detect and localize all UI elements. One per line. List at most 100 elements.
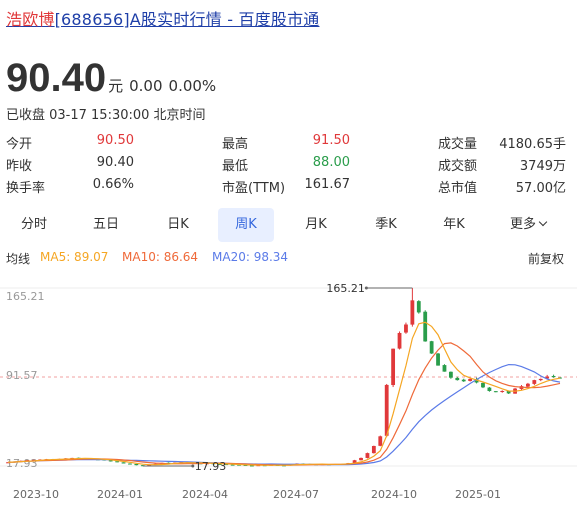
quote-price-row: 90.40 元 0.00 0.00% [6, 56, 217, 100]
candle-body [352, 460, 357, 464]
stat-value: 90.50 [96, 133, 134, 148]
period-tabs: 分时 五日 日K 周K 月K 季K 年K 更多 [0, 208, 577, 244]
tab-5[interactable]: 季K [358, 208, 414, 242]
candle-body [487, 387, 492, 391]
stat-label: 市盈(TTM) [222, 181, 286, 196]
stat-label: 成交量 [438, 137, 478, 152]
candle-body [481, 382, 485, 388]
kline-chart[interactable]: 165.21 91.57 17.93 165.21 17.93 2023-10 2024-0… [0, 270, 577, 508]
candle-body [532, 380, 537, 384]
stat-value: 4180.65手 [499, 137, 566, 152]
candle-body [250, 465, 254, 467]
candle-body [282, 465, 286, 467]
candle-body [230, 464, 235, 466]
candle-body [455, 377, 460, 381]
stats-row: 昨收 90.40 最低 88.00 成交额 3749万 [6, 152, 571, 174]
tab-label: 周K [235, 217, 257, 232]
chevron-down-icon [538, 217, 548, 227]
stock-name[interactable]: 浩欧博 [6, 10, 55, 29]
x-tick-label: 2025-01 [455, 488, 501, 501]
stats-row: 换手率 0.66% 市盈(TTM) 161.67 总市值 57.00亿 [6, 174, 571, 196]
candle-body [558, 377, 562, 379]
stat-label: 今开 [6, 137, 33, 152]
min-marker-dot [191, 464, 195, 468]
candle-body [134, 463, 139, 466]
page-title[interactable]: 浩欧博[688656]A股实时行情 - 百度股市通 [6, 6, 319, 30]
stat-value: 90.40 [96, 155, 134, 170]
stat-label: 昨收 [6, 159, 33, 174]
tab-label: 五日 [92, 217, 119, 232]
y-axis-top-label: 165.21 [6, 290, 45, 303]
current-price: 90.40 [6, 56, 107, 100]
candle-body [121, 462, 126, 464]
candle-body [423, 311, 428, 342]
x-tick-label: 2024-07 [273, 488, 319, 501]
candle-body [410, 300, 415, 325]
x-tick-label: 2024-10 [371, 488, 417, 501]
stat-label: 成交额 [438, 159, 478, 174]
tab-3[interactable]: 周K [218, 208, 274, 242]
tab-label: 季K [375, 217, 397, 232]
candle-body [506, 390, 511, 394]
ma10-value: MA10: 86.64 [122, 250, 199, 264]
candle-body [500, 390, 505, 392]
candle-body [6, 462, 10, 464]
stat-value: 3749万 [519, 159, 566, 174]
tab-label: 更多 [509, 217, 536, 232]
stat-value: 88.00 [312, 155, 350, 170]
price-change: 0.00 [129, 77, 163, 95]
candle-body [378, 436, 383, 446]
price-unit: 元 [108, 77, 124, 95]
tab-1[interactable]: 五日 [78, 208, 134, 242]
tab-7[interactable]: 更多 [500, 208, 556, 242]
candle-body [551, 375, 556, 378]
candle-body [442, 365, 447, 372]
max-marker-dot [364, 286, 368, 290]
stat-value: 0.66% [92, 177, 134, 192]
ma10-line [7, 342, 561, 466]
candle-body [538, 378, 543, 381]
candle-body [115, 461, 120, 463]
tab-0[interactable]: 分时 [6, 208, 62, 242]
candle-body [108, 460, 113, 462]
stat-label: 最高 [222, 137, 249, 152]
ma-legend: 均线 MA5: 89.07 MA10: 86.64 MA20: 98.34 前复… [6, 250, 571, 266]
candle-body [436, 353, 440, 366]
x-tick-label: 2023-10 [13, 488, 59, 501]
ma20-value: MA20: 98.34 [212, 250, 289, 264]
tab-4[interactable]: 月K [288, 208, 344, 242]
candle-body [128, 463, 132, 465]
tab-2[interactable]: 日K [150, 208, 206, 242]
title-rest[interactable]: [688656]A股实时行情 - 百度股市通 [54, 10, 320, 29]
stat-label: 总市值 [438, 181, 478, 196]
max-marker-label: 165.21 [326, 282, 365, 295]
tab-label: 月K [305, 217, 327, 232]
candle-body [461, 379, 466, 382]
stats-row: 今开 90.50 最高 91.50 成交量 4180.65手 [6, 130, 571, 152]
candle-body [384, 384, 389, 436]
ma5-value: MA5: 89.07 [40, 250, 109, 264]
min-marker-label: 17.93 [195, 460, 227, 473]
candle-body [416, 301, 421, 313]
stat-value: 57.00亿 [515, 181, 566, 196]
candle-body [371, 445, 376, 454]
candle-body [224, 464, 229, 466]
candle-body [404, 324, 408, 333]
candle-body [359, 457, 363, 461]
stat-value: 91.50 [312, 133, 350, 148]
candle-body [391, 348, 396, 386]
adjust-toggle[interactable]: 前复权 [528, 252, 565, 266]
candle-body [243, 464, 248, 466]
candle-body [397, 332, 402, 349]
stats-grid: 今开 90.50 最高 91.50 成交量 4180.65手 昨收 90.40 最低 88.00 成… [6, 130, 571, 196]
candle-body [526, 383, 530, 387]
tab-6[interactable]: 年K [426, 208, 482, 242]
x-tick-label: 2024-04 [182, 488, 228, 501]
y-axis-mid-label: 91.57 [6, 369, 38, 382]
candle-body [474, 378, 479, 383]
x-tick-label: 2024-01 [97, 488, 143, 501]
candle-body [217, 463, 222, 465]
price-change-pct: 0.00% [168, 77, 217, 95]
tab-label: 日K [167, 217, 189, 232]
tab-label: 分时 [20, 217, 47, 232]
